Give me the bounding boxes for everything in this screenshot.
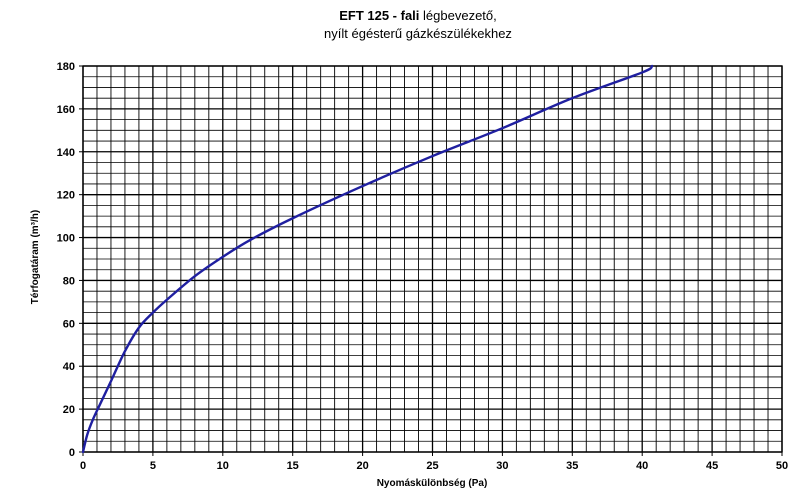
y-axis-label: Térfogatáram (m³/h)	[30, 210, 41, 304]
x-tick-label: 35	[566, 460, 578, 472]
x-tick-label: 10	[217, 460, 229, 472]
y-tick-label: 40	[63, 361, 75, 373]
y-tick-label: 120	[57, 190, 75, 202]
series-line	[81, 64, 654, 454]
y-tick-label: 20	[63, 404, 75, 416]
x-axis-label: Nyomáskülönbség (Pa)	[377, 478, 488, 489]
y-tick-label: 180	[57, 61, 75, 73]
tick-labels: 0 5 10 15 20 25 30 35 40 45 50 0 20 40 60 80 100 120 140 16…	[57, 61, 788, 472]
x-tick-label: 15	[287, 460, 299, 472]
x-tick-label: 20	[356, 460, 368, 472]
y-tick-label: 140	[57, 147, 75, 159]
x-tick-label: 25	[426, 460, 438, 472]
series-group	[81, 64, 654, 454]
y-tick-label: 160	[57, 104, 75, 116]
y-tick-label: 100	[57, 233, 75, 245]
y-tick-label: 60	[63, 318, 75, 330]
y-tick-label: 0	[69, 447, 75, 459]
x-tick-label: 0	[80, 460, 86, 472]
axes	[79, 65, 783, 456]
x-tick-label: 30	[496, 460, 508, 472]
chart-title-rest: légbevezető,	[419, 8, 496, 23]
x-tick-label: 5	[150, 460, 156, 472]
grid	[82, 65, 783, 453]
x-tick-label: 40	[636, 460, 648, 472]
x-tick-label: 50	[776, 460, 788, 472]
y-tick-label: 80	[63, 275, 75, 287]
chart-title-bold: EFT 125 - fali	[339, 8, 419, 23]
x-tick-label: 45	[706, 460, 718, 472]
chart-subtitle: nyílt égésterű gázkészülékekhez	[324, 26, 512, 41]
chart-title: EFT 125 - fali légbevezető,	[339, 8, 497, 23]
